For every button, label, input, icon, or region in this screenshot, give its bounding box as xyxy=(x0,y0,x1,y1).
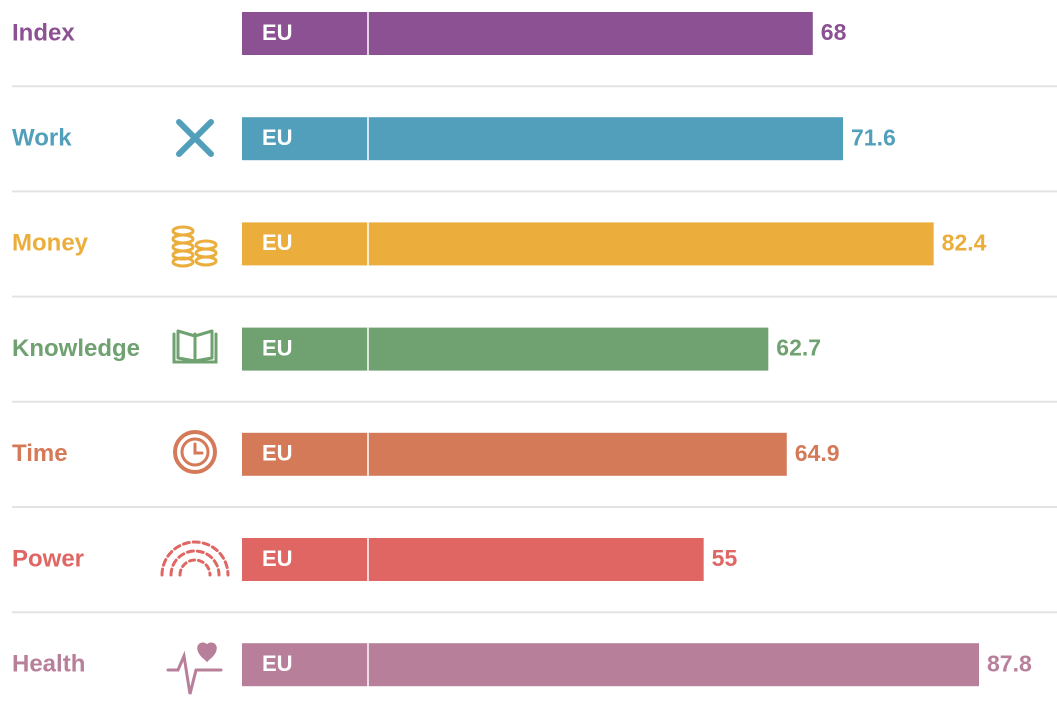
bar xyxy=(242,12,813,55)
icons xyxy=(160,119,230,695)
category-label: Work xyxy=(12,125,72,152)
bar xyxy=(242,327,769,371)
bar-label: EU xyxy=(262,441,293,466)
category-label: Knowledge xyxy=(12,335,140,362)
bar-label: EU xyxy=(262,20,293,45)
bar xyxy=(242,538,704,581)
value-label: 64.9 xyxy=(795,440,840,466)
category-label: Health xyxy=(12,651,85,678)
bar-label: EU xyxy=(262,651,293,676)
bar xyxy=(242,643,979,687)
category-label: Index xyxy=(12,19,75,46)
category-label: Money xyxy=(12,230,89,257)
value-label: 87.8 xyxy=(987,650,1032,676)
bar xyxy=(242,222,934,266)
bar-label: EU xyxy=(262,125,293,150)
health-icon xyxy=(166,642,223,695)
value-label: 55 xyxy=(712,545,738,571)
value-label: 68 xyxy=(821,19,847,45)
bar-label: EU xyxy=(262,546,293,571)
value-label: 82.4 xyxy=(942,229,987,255)
category-label: Time xyxy=(12,440,68,467)
knowledge-icon xyxy=(172,329,218,364)
power-icon xyxy=(160,540,230,577)
category-label: Power xyxy=(12,545,84,572)
bar xyxy=(242,117,844,161)
value-label: 62.7 xyxy=(776,335,821,361)
bar xyxy=(242,432,787,476)
time-icon xyxy=(173,430,217,474)
money-icon xyxy=(171,225,218,268)
bar-label: EU xyxy=(262,335,293,360)
value-label: 71.6 xyxy=(851,124,896,150)
work-icon xyxy=(176,119,214,157)
bar-label: EU xyxy=(262,230,293,255)
